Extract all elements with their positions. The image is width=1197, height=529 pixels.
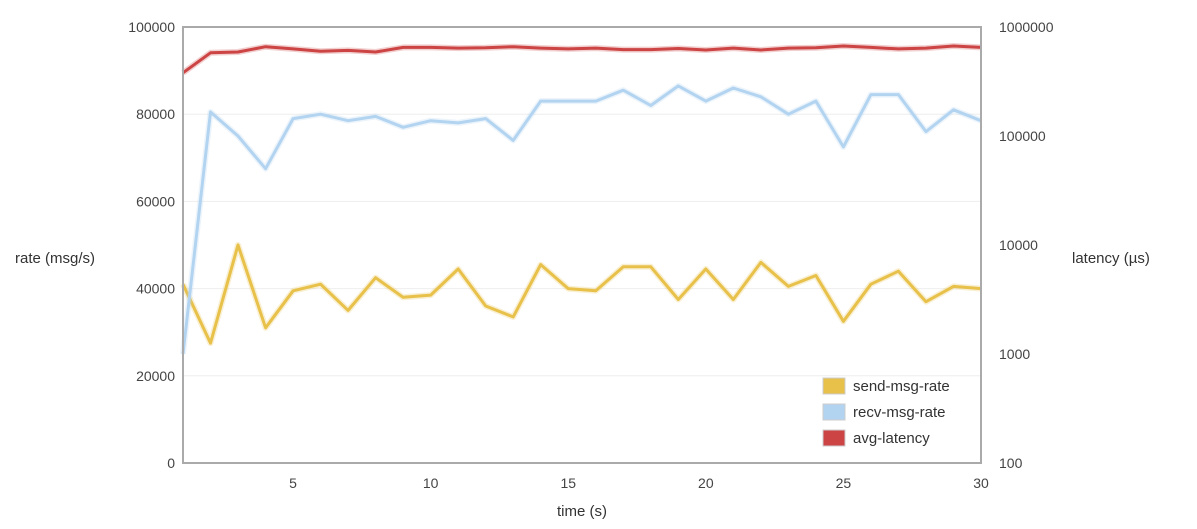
- avg-latency-line: [182, 44, 982, 75]
- y2-tick-label: 1000: [999, 346, 1030, 362]
- y2-tick-label: 100: [999, 455, 1023, 471]
- x-tick-label: 5: [289, 475, 297, 491]
- x-tick-label: 10: [423, 475, 439, 491]
- send-msg-rate-legend-swatch: [822, 377, 846, 395]
- y2-tick-label: 100000: [999, 128, 1046, 144]
- recv-msg-rate-line: [181, 84, 982, 355]
- right-axis-ticks: 100 1000 10000 100000 1000000: [999, 19, 1054, 471]
- y-tick-label: 100000: [128, 19, 175, 35]
- legend-label: avg-latency: [853, 430, 930, 447]
- legend-label: recv-msg-rate: [853, 404, 946, 421]
- avg-latency-legend-swatch: [822, 429, 846, 447]
- y2-tick-label: 1000000: [999, 19, 1054, 35]
- y-tick-label: 60000: [136, 193, 175, 209]
- y-tick-label: 20000: [136, 368, 175, 384]
- y-axis-label: rate (msg/s): [15, 250, 95, 267]
- x-tick-label: 20: [698, 475, 714, 491]
- y2-axis-label: latency (µs): [1072, 250, 1150, 267]
- y-tick-label: 80000: [136, 106, 175, 122]
- series-layer: [180, 43, 983, 355]
- recv-msg-rate-legend-swatch: [822, 403, 846, 421]
- x-tick-label: 25: [836, 475, 852, 491]
- x-axis-ticks: 5 10 15 20 25 30: [289, 475, 989, 491]
- y-tick-label: 40000: [136, 281, 175, 297]
- recv-msg-rate-line-shadow: [180, 82, 983, 355]
- x-axis-label: time (s): [557, 503, 607, 520]
- x-tick-label: 15: [560, 475, 576, 491]
- y2-tick-label: 10000: [999, 237, 1038, 253]
- legend: send-msg-rate recv-msg-rate avg-latency: [822, 377, 950, 447]
- y-tick-label: 0: [167, 455, 175, 471]
- grid-lines: [183, 113, 981, 377]
- send-msg-rate-line: [181, 243, 982, 345]
- x-tick-label: 30: [973, 475, 989, 491]
- left-axis-ticks: 0 20000 40000 60000 80000 100000: [128, 19, 175, 471]
- legend-label: send-msg-rate: [853, 378, 950, 395]
- send-msg-rate-line-shadow: [180, 242, 982, 347]
- plot-frame: [182, 26, 982, 464]
